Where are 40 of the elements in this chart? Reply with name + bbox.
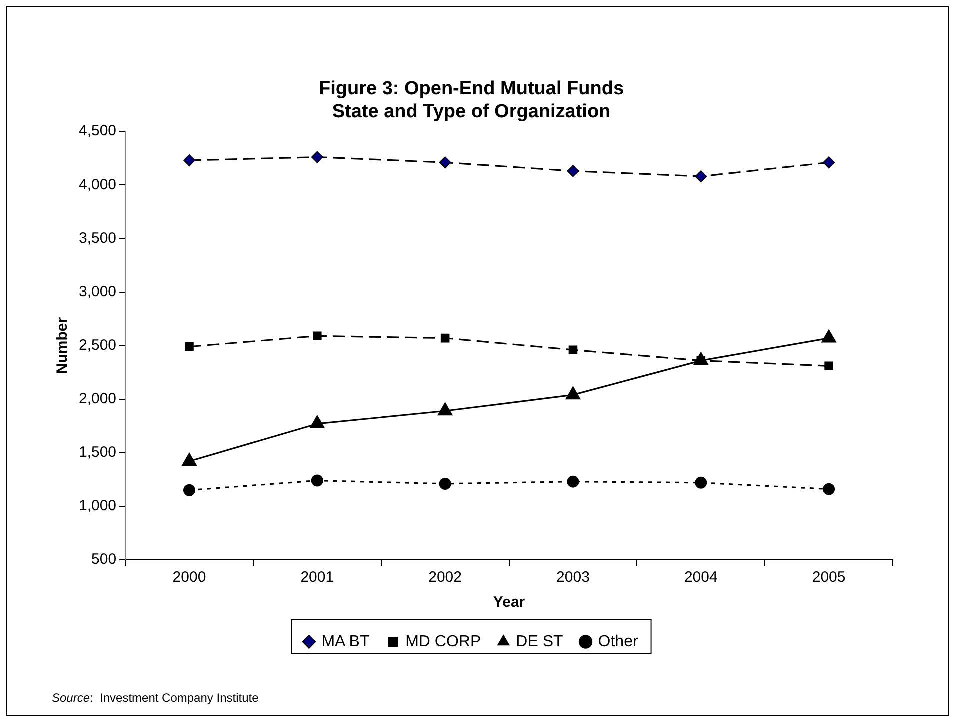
x-tick-label: 2000 <box>172 569 206 586</box>
point <box>567 476 580 488</box>
y-tick-label: 3,000 <box>78 283 117 300</box>
y-tick-label: 4,500 <box>78 122 117 140</box>
y-axis-title: Number <box>54 317 72 374</box>
point <box>695 170 708 183</box>
y-tick-label: 4,000 <box>78 176 117 194</box>
y-tick-label: 2,500 <box>78 336 117 354</box>
point <box>440 334 450 343</box>
legend-label: DE ST <box>516 633 564 650</box>
x-axis-title: Year <box>493 594 526 612</box>
y-tick-label: 2,000 <box>78 390 117 408</box>
legend-label: MA BT <box>322 633 370 650</box>
x-tick-label: 2001 <box>300 569 334 586</box>
x-tick-label: 2003 <box>556 569 590 586</box>
point <box>183 154 196 167</box>
point <box>695 476 708 489</box>
legend-label: Other <box>598 633 639 650</box>
point <box>823 483 836 496</box>
point <box>824 362 834 371</box>
point <box>823 156 836 169</box>
point <box>439 478 452 490</box>
point <box>439 156 452 169</box>
point <box>568 346 578 354</box>
chart-title: Figure 3: Open-End Mutual Funds State and Type of Organization <box>318 78 624 122</box>
legend-label: MD CORP <box>406 633 482 650</box>
y-tick-label: 1,000 <box>78 498 117 515</box>
x-tick-label: 2004 <box>684 569 718 586</box>
point <box>185 342 194 352</box>
source-note: Source: Investment Company Institute <box>52 691 260 705</box>
point <box>313 332 322 341</box>
x-tick-label: 2005 <box>812 569 846 586</box>
y-tick-label: 500 <box>92 551 117 568</box>
point <box>567 165 580 178</box>
y-tick-label: 3,500 <box>78 230 117 247</box>
point <box>311 151 324 164</box>
x-tick-label: 2002 <box>428 569 462 586</box>
point <box>183 484 196 496</box>
point <box>311 474 324 487</box>
y-tick-label: 1,500 <box>78 444 117 462</box>
